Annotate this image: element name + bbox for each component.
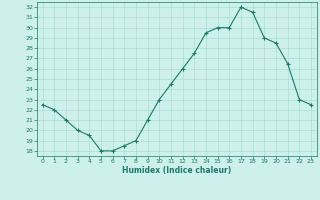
X-axis label: Humidex (Indice chaleur): Humidex (Indice chaleur) [122,166,231,175]
